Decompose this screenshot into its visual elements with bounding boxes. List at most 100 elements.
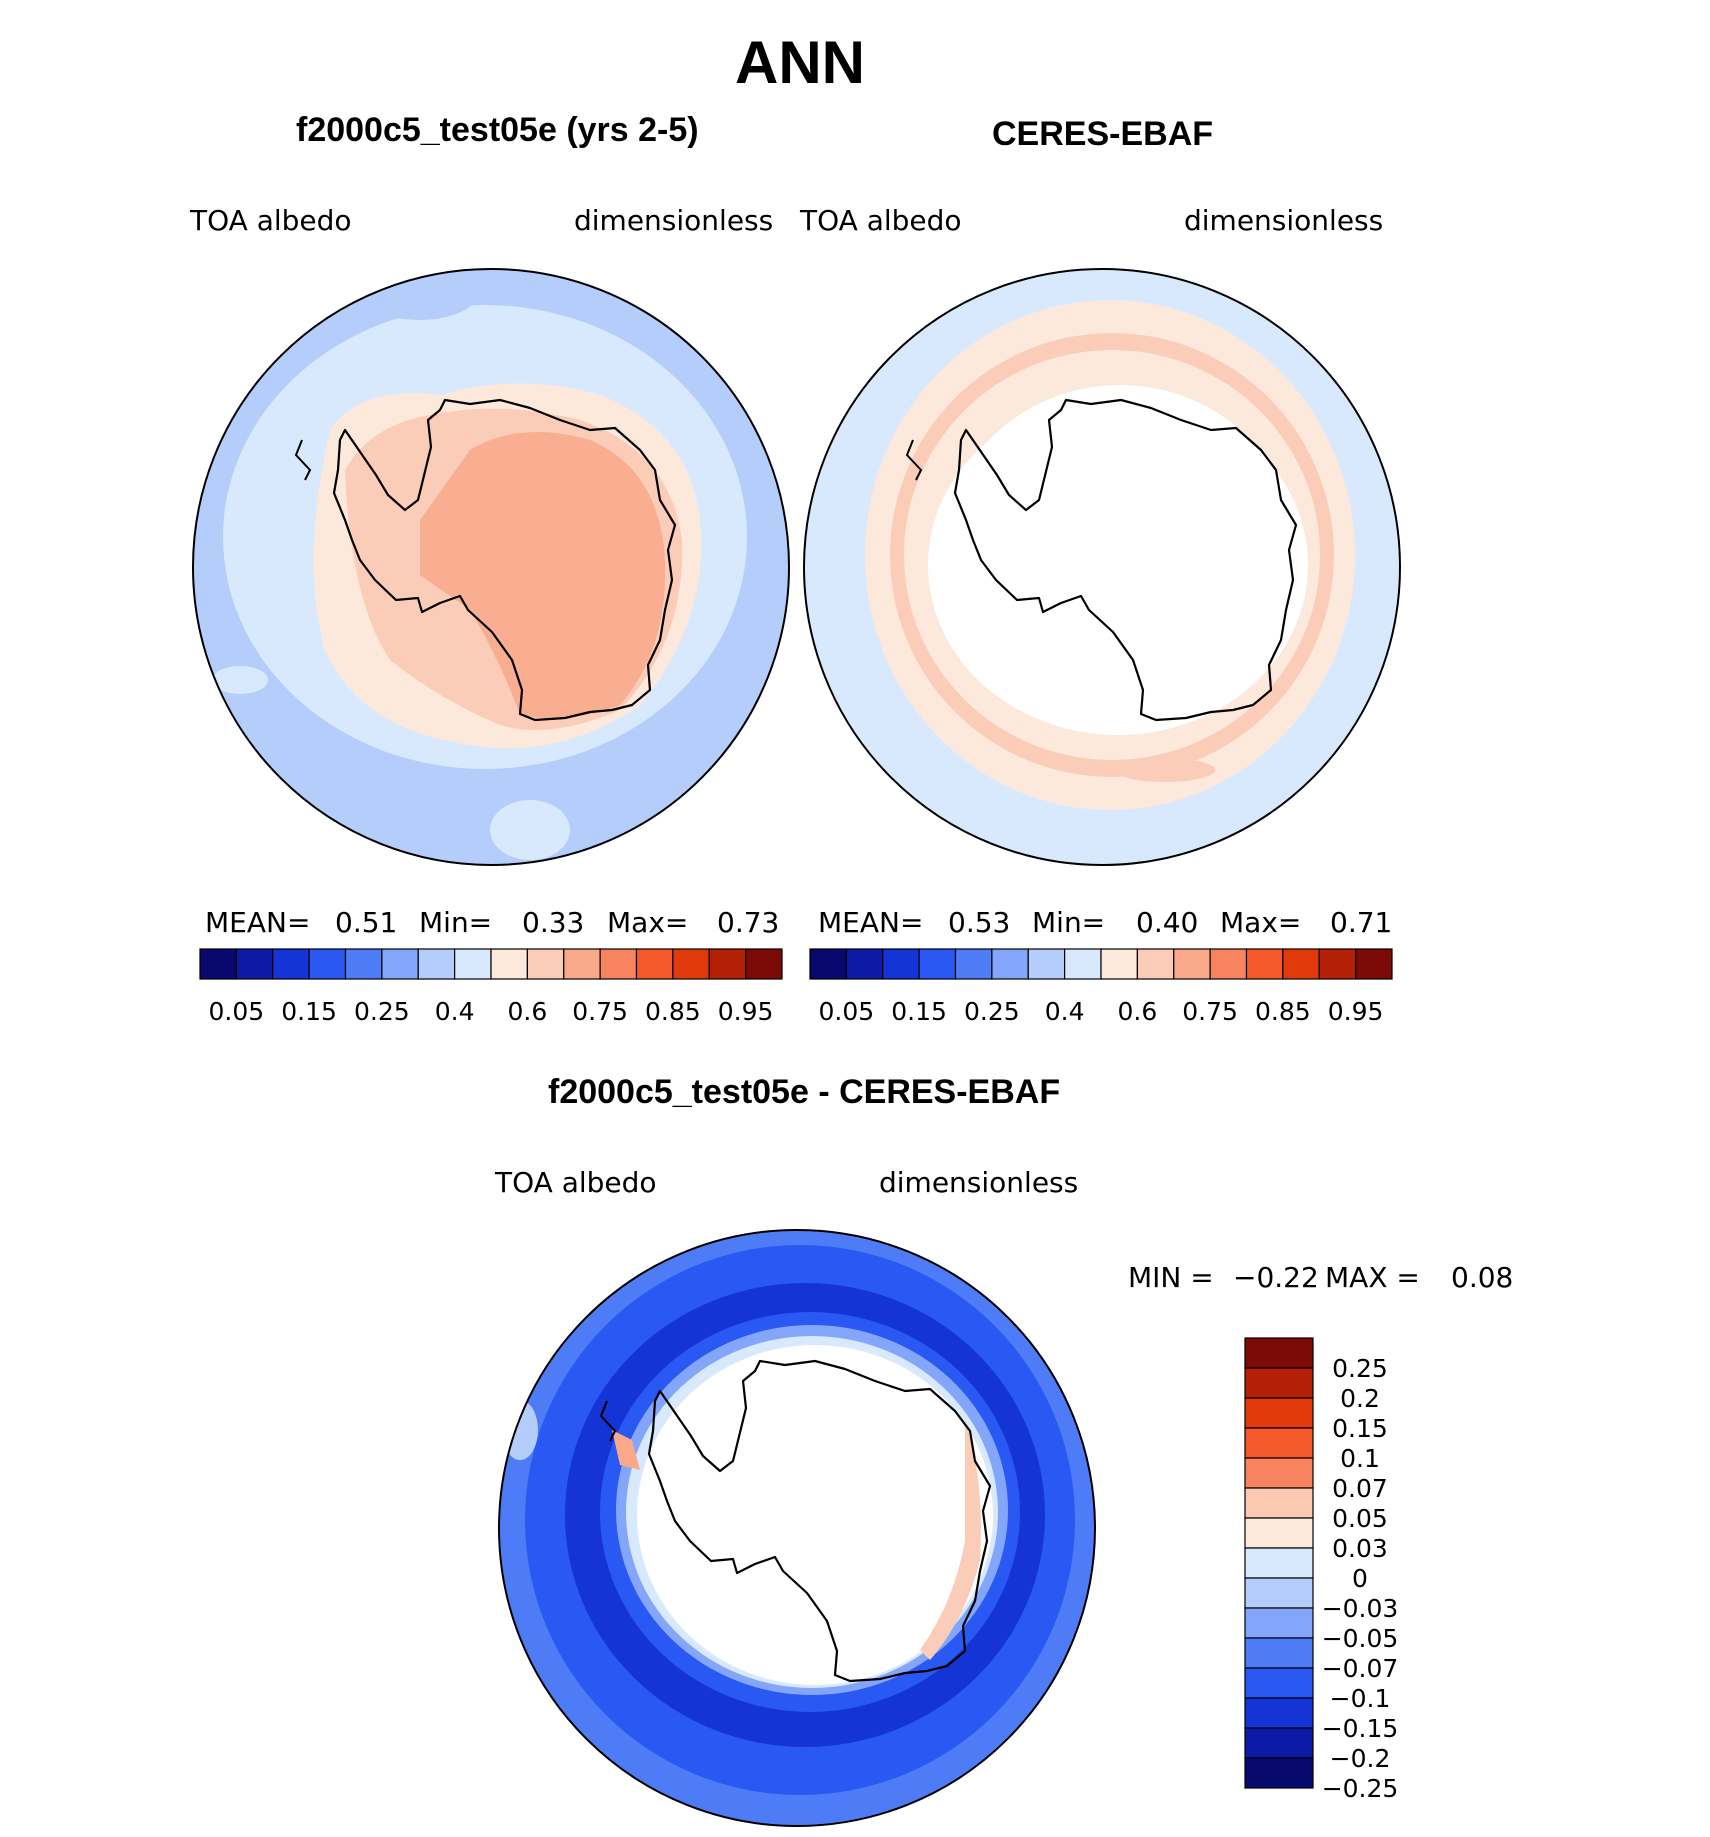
panel-1-colorbar-swatch	[490, 948, 528, 980]
diff-min-label: MIN =	[1128, 1261, 1214, 1294]
diff-colorbar-swatch	[1244, 1607, 1314, 1639]
main-title: ANN	[735, 29, 865, 96]
panel-1-colorbar-tick-label: 0.4	[435, 997, 475, 1026]
panel-2-colorbar-swatch	[1173, 948, 1211, 980]
panel-2-colorbar-swatch	[1245, 948, 1284, 980]
diff-panel-map	[499, 1230, 1095, 1826]
panel-1-min-label: Min=	[419, 906, 493, 939]
panel-1-max-label: Max=	[607, 906, 689, 939]
panel-2-colorbar-swatch	[1318, 948, 1357, 980]
panel-1-colorbar-swatch	[235, 948, 274, 980]
panel-2-colorbar-swatch	[882, 948, 920, 980]
panel-1-colorbar-tick-label: 0.95	[718, 997, 774, 1026]
panel-1-colorbar-swatch	[599, 948, 638, 980]
panel-2-colorbar-swatch	[1027, 948, 1066, 980]
diff-colorbar-tick-label: 0.1	[1340, 1444, 1380, 1473]
diff-colorbar-swatch	[1244, 1697, 1314, 1729]
diff-colorbar-tick-label: −0.2	[1330, 1744, 1391, 1773]
panel-1-colorbar-swatch	[272, 948, 310, 980]
diff-colorbar-swatch	[1244, 1547, 1314, 1579]
panel-1-colorbar-swatch	[745, 948, 783, 980]
diff-colorbar-swatch	[1244, 1517, 1314, 1549]
panel-1-colorbar-swatch	[563, 948, 601, 980]
diff-colorbar-tick-label: 0.25	[1332, 1354, 1388, 1383]
panel-1-peninsula-coast	[294, 439, 312, 481]
diff-colorbar-tick-label: 0.07	[1332, 1474, 1388, 1503]
diff-colorbar-tick-label: −0.1	[1330, 1684, 1391, 1713]
panel-2-colorbar-tick-label: 0.6	[1117, 997, 1157, 1026]
panel-2-colorbar-swatch	[1064, 948, 1102, 980]
diff-colorbar-tick-label: −0.03	[1322, 1594, 1399, 1623]
panel-1-coastline	[332, 398, 677, 722]
panel-2-colorbar-swatch	[918, 948, 957, 980]
panel-1-min-value: 0.33	[522, 906, 585, 939]
panel-2-mean-label: MEAN=	[818, 906, 924, 939]
panel-1-colorbar-tick-label: 0.05	[209, 997, 265, 1026]
panel-1-map	[193, 269, 789, 865]
panel-2-colorbar-tick-label: 0.25	[964, 997, 1020, 1026]
panel-1-colorbar-swatch	[526, 948, 565, 980]
panel-2-title: CERES-EBAF	[992, 115, 1214, 153]
panel-2-colorbar-tick-label: 0.85	[1255, 997, 1311, 1026]
panel-2-map-border	[803, 268, 1401, 866]
diff-panel-units-label: dimensionless	[879, 1166, 1079, 1199]
panel-1-variable-label: TOA albedo	[190, 204, 352, 237]
panel-1-max-value: 0.73	[717, 906, 780, 939]
panel-1-mean-label: MEAN=	[205, 906, 311, 939]
panel-2-units-label: dimensionless	[1184, 204, 1384, 237]
panel-2-colorbar-swatch	[954, 948, 993, 980]
panel-1-colorbar-swatch	[635, 948, 674, 980]
diff-max-label: MAX =	[1325, 1261, 1420, 1294]
panel-2-colorbar-tick-label: 0.95	[1328, 997, 1384, 1026]
panel-2-colorbar-swatch	[1209, 948, 1248, 980]
diff-colorbar-swatch	[1244, 1757, 1314, 1789]
diff-min-value: −0.22	[1233, 1261, 1319, 1294]
panel-2-colorbar-swatch	[1100, 948, 1138, 980]
panel-1-colorbar-swatch	[708, 948, 747, 980]
diff-colorbar-swatch	[1244, 1397, 1314, 1429]
panel-1-colorbar-swatch	[381, 948, 419, 980]
panel-1-colorbar-swatch	[417, 948, 456, 980]
panel-1-map-border	[192, 268, 790, 866]
panel-1-colorbar-tick-label: 0.85	[645, 997, 701, 1026]
panel-2-colorbar-swatch	[991, 948, 1029, 980]
panel-2-min-label: Min=	[1032, 906, 1106, 939]
panel-2-colorbar-tick-label: 0.4	[1045, 997, 1085, 1026]
diff-panel-peninsula-coast	[599, 1400, 617, 1442]
panel-2-colorbar-tick-label: 0.75	[1182, 997, 1238, 1026]
diff-colorbar-tick-label: 0.03	[1332, 1534, 1388, 1563]
panel-1-colorbar-tick-label: 0.6	[507, 997, 547, 1026]
diff-colorbar-tick-label: −0.15	[1322, 1714, 1399, 1743]
panel-1-units-label: dimensionless	[574, 204, 774, 237]
panel-2-mean-value: 0.53	[948, 906, 1011, 939]
panel-2-colorbar-swatch	[845, 948, 884, 980]
panel-2-max-label: Max=	[1220, 906, 1302, 939]
diff-colorbar-tick-label: 0.2	[1340, 1384, 1380, 1413]
panel-2-colorbar-swatch	[1136, 948, 1175, 980]
diff-colorbar-tick-label: 0.05	[1332, 1504, 1388, 1533]
panel-2-colorbar-swatch	[1282, 948, 1320, 980]
diff-colorbar-swatch	[1244, 1457, 1314, 1489]
panel-2-max-value: 0.71	[1330, 906, 1393, 939]
panel-2-map	[804, 269, 1400, 865]
panel-1-colorbar-tick-label: 0.75	[572, 997, 628, 1026]
panel-1-title: f2000c5_test05e (yrs 2-5)	[296, 111, 699, 149]
diff-colorbar-tick-label: −0.25	[1322, 1774, 1399, 1803]
diff-max-value: 0.08	[1451, 1261, 1514, 1294]
panel-2-colorbar-swatch	[809, 948, 847, 980]
panel-1-mean-value: 0.51	[335, 906, 398, 939]
diff-colorbar-tick-label: −0.07	[1322, 1654, 1399, 1683]
diff-colorbar-tick-label: 0	[1352, 1564, 1368, 1593]
panel-2-colorbar-tick-label: 0.15	[891, 997, 947, 1026]
diff-colorbar-tick-label: 0.15	[1332, 1414, 1388, 1443]
panel-2-colorbar-tick-label: 0.05	[819, 997, 875, 1026]
panel-2-colorbar-swatch	[1355, 948, 1393, 980]
diff-panel-coastline	[647, 1359, 992, 1683]
panel-2-coastline	[953, 398, 1298, 722]
diff-colorbar-swatch	[1244, 1367, 1314, 1399]
diff-panel-variable-label: TOA albedo	[495, 1166, 657, 1199]
panel-1-colorbar-swatch	[454, 948, 492, 980]
panel-2-min-value: 0.40	[1136, 906, 1199, 939]
panel-2-colorbar: 0.05 0.15 0.25 0.4 0.6 0.75 0.85 0.95	[809, 948, 1393, 1026]
panel-2-peninsula-coast	[905, 439, 923, 481]
